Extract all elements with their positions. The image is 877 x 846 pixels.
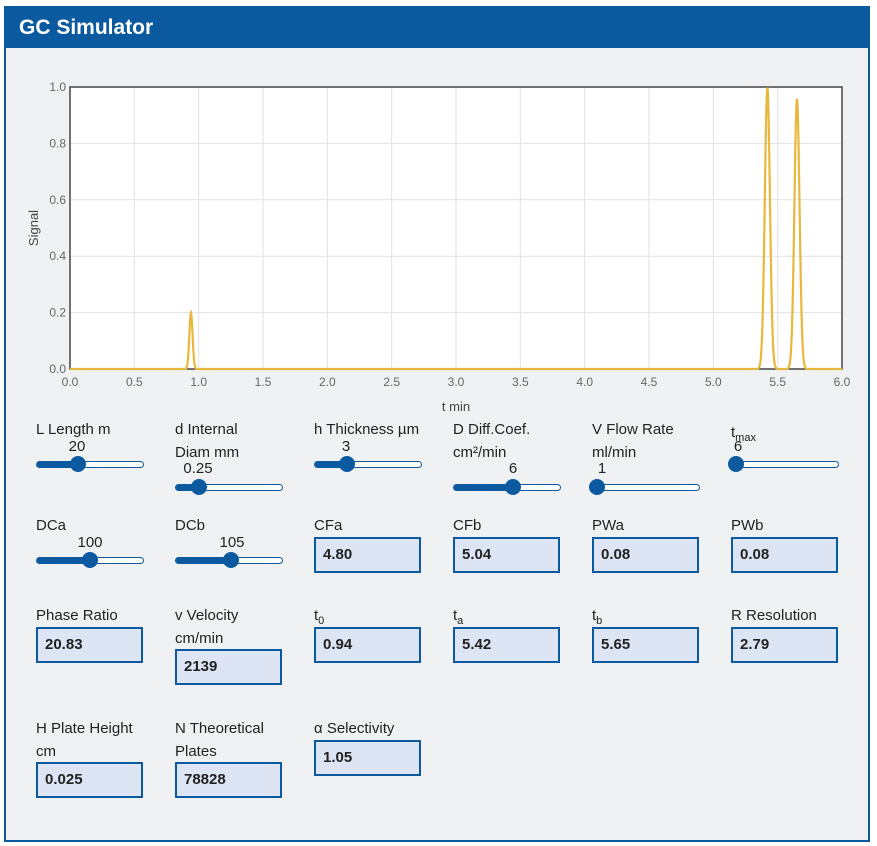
ta-label-sub: a xyxy=(457,615,464,627)
flow-value: 1 xyxy=(597,460,607,477)
pwb-output: 0.08 xyxy=(731,537,838,573)
y-tick-label: 0.0 xyxy=(49,362,66,376)
tb-label-main: t xyxy=(592,607,597,624)
pwa-label: PWa xyxy=(592,517,624,534)
diffusion-value: 6 xyxy=(508,460,518,477)
phase-ratio-label: Phase Ratio xyxy=(36,607,118,624)
tmax-label: tmax xyxy=(731,421,756,450)
length-slider-thumb[interactable] xyxy=(70,456,86,472)
velocity-output: 2139 xyxy=(175,649,282,685)
y-tick-label: 0.6 xyxy=(49,193,66,207)
dcb-label: DCb xyxy=(175,517,206,534)
chromatogram-chart: 0.0 0.5 1.0 1.5 2.0 2.5 3.0 3.5 4.0 4.5 5.0 5.5 6.0 0… xyxy=(26,80,851,414)
diameter-slider[interactable] xyxy=(175,479,283,495)
x-tick-label: 5.5 xyxy=(769,375,786,389)
tb-label-sub: b xyxy=(596,615,603,627)
flow-label-line1: V Flow Rate xyxy=(592,421,674,438)
thickness-label: h Thickness µm xyxy=(314,421,420,438)
flow-slider[interactable] xyxy=(589,479,700,495)
x-tick-label: 3.0 xyxy=(448,375,465,389)
pwa-output: 0.08 xyxy=(592,537,699,573)
selectivity-output: 1.05 xyxy=(314,740,421,776)
length-label: L Length m xyxy=(36,421,111,438)
diffusion-slider[interactable] xyxy=(453,479,561,495)
velocity-label-line1: v Velocity xyxy=(175,607,239,624)
ta-label: ta xyxy=(453,604,463,633)
diameter-label-line2: Diam mm xyxy=(175,444,240,461)
cfa-output: 4.80 xyxy=(314,537,421,573)
dcb-slider-thumb[interactable] xyxy=(223,552,239,568)
y-axis-title: Signal xyxy=(26,210,41,246)
x-tick-label: 2.5 xyxy=(383,375,400,389)
x-tick-label: 3.5 xyxy=(512,375,529,389)
y-tick-label: 0.8 xyxy=(49,136,66,150)
dca-slider[interactable] xyxy=(36,552,144,568)
diameter-slider-thumb[interactable] xyxy=(191,479,207,495)
t0-output: 0.94 xyxy=(314,627,421,663)
t0-label-main: t xyxy=(314,607,319,624)
dcb-slider[interactable] xyxy=(175,552,283,568)
cfb-label: CFb xyxy=(453,517,482,534)
y-tick-label: 0.4 xyxy=(49,249,66,263)
length-slider[interactable] xyxy=(36,456,144,472)
x-axis-title: t min xyxy=(442,399,470,414)
diameter-value: 0.25 xyxy=(183,460,213,477)
plate-height-label-line2: cm xyxy=(36,743,56,760)
flow-label-line2: ml/min xyxy=(592,444,637,461)
x-tick-label: 5.0 xyxy=(705,375,722,389)
diffusion-label-line1: D Diff.Coef. xyxy=(453,421,531,438)
x-tick-label: 1.0 xyxy=(190,375,207,389)
selectivity-label: α Selectivity xyxy=(314,720,395,737)
ta-output: 5.42 xyxy=(453,627,560,663)
y-tick-label: 0.2 xyxy=(49,306,66,320)
signal-line xyxy=(70,87,842,371)
tmax-slider[interactable] xyxy=(728,456,839,472)
flow-slider-thumb[interactable] xyxy=(589,479,605,495)
ta-label-main: t xyxy=(453,607,458,624)
resolution-label: R Resolution xyxy=(731,607,817,624)
thickness-slider[interactable] xyxy=(314,456,422,472)
x-tick-label: 0.0 xyxy=(62,375,79,389)
x-tick-label: 0.5 xyxy=(126,375,143,389)
plate-height-output: 0.025 xyxy=(36,762,143,798)
plate-height-label-line1: H Plate Height xyxy=(36,720,133,737)
plates-label-line2: Plates xyxy=(175,743,217,760)
thickness-value: 3 xyxy=(341,438,351,455)
x-tick-label: 4.0 xyxy=(576,375,593,389)
tb-label: tb xyxy=(592,604,602,633)
x-tick-label: 1.5 xyxy=(255,375,272,389)
cfa-label: CFa xyxy=(314,517,343,534)
plates-label-line1: N Theoretical xyxy=(175,720,264,737)
plates-output: 78828 xyxy=(175,762,282,798)
tmax-value: 6 xyxy=(733,438,743,455)
dca-slider-thumb[interactable] xyxy=(82,552,98,568)
dca-value: 100 xyxy=(77,534,103,551)
t0-label: t0 xyxy=(314,604,324,633)
length-value: 20 xyxy=(68,438,86,455)
y-tick-label: 1.0 xyxy=(49,80,66,94)
tmax-label-sub: max xyxy=(735,432,756,444)
x-tick-label: 4.5 xyxy=(641,375,658,389)
thickness-slider-thumb[interactable] xyxy=(339,456,355,472)
t0-label-sub: 0 xyxy=(318,615,325,627)
x-tick-label: 2.0 xyxy=(319,375,336,389)
diffusion-label-line2: cm²/min xyxy=(453,444,507,461)
cfb-output: 5.04 xyxy=(453,537,560,573)
diameter-label-line1: d Internal xyxy=(175,421,238,438)
tmax-slider-thumb[interactable] xyxy=(728,456,744,472)
dcb-value: 105 xyxy=(219,534,245,551)
tb-output: 5.65 xyxy=(592,627,699,663)
resolution-output: 2.79 xyxy=(731,627,838,663)
pwb-label: PWb xyxy=(731,517,764,534)
velocity-label-line2: cm/min xyxy=(175,630,224,647)
phase-ratio-output: 20.83 xyxy=(36,627,143,663)
x-tick-label: 6.0 xyxy=(834,375,851,389)
tmax-label-main: t xyxy=(731,424,736,441)
app-title: GC Simulator xyxy=(6,8,868,48)
diffusion-slider-thumb[interactable] xyxy=(505,479,521,495)
dca-label: DCa xyxy=(36,517,67,534)
